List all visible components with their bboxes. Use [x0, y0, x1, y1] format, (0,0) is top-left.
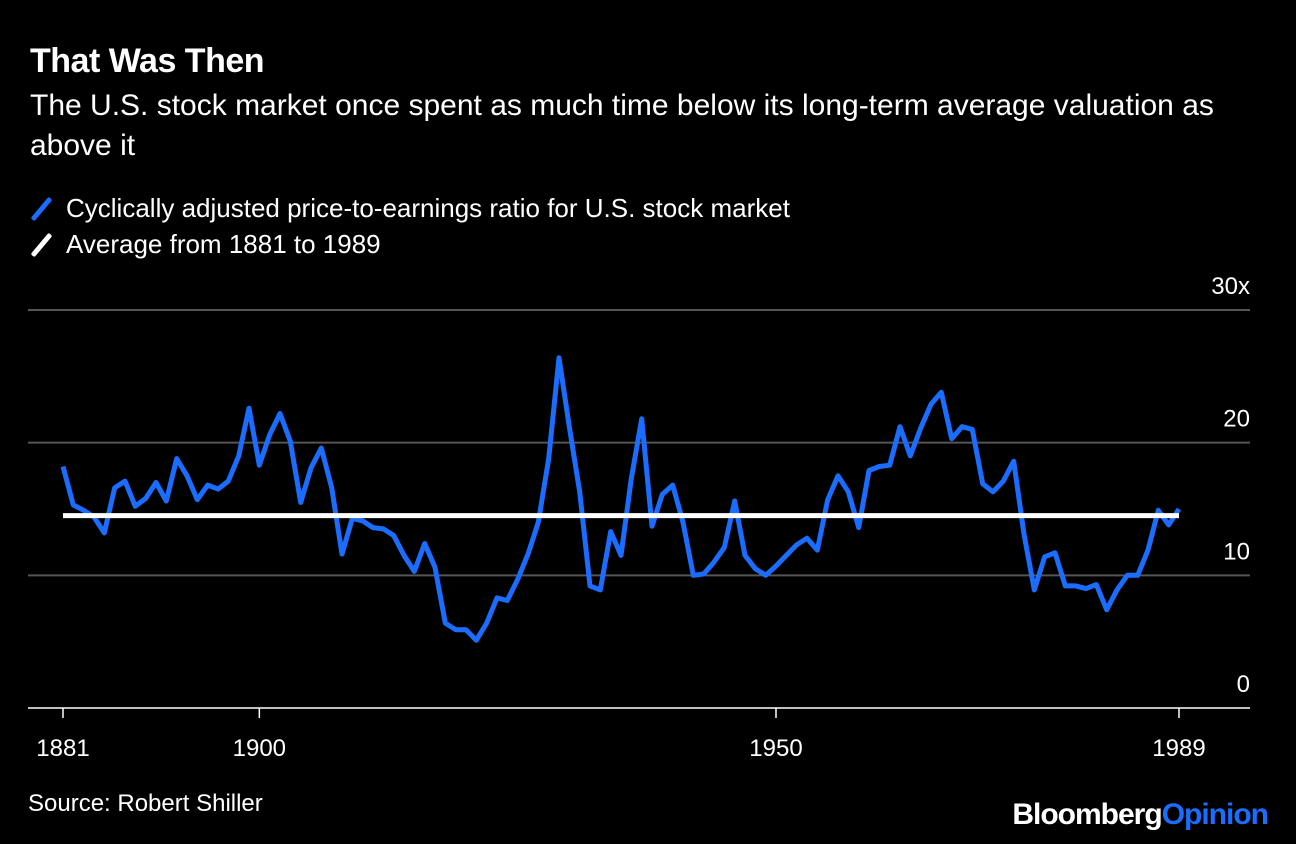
x-tick-label-1900: 1900 [233, 735, 286, 762]
x-axis-ticks: 1881 1900 1950 1989 [36, 708, 1206, 762]
legend-label-cape: Cyclically adjusted price-to-earnings ra… [66, 192, 790, 223]
y-tick-label-0: 0 [1237, 671, 1250, 698]
legend-item-cape: Cyclically adjusted price-to-earnings ra… [30, 190, 790, 226]
legend-label-average: Average from 1881 to 1989 [66, 228, 381, 259]
x-tick-label-1989: 1989 [1152, 735, 1205, 762]
y-tick-label-10: 10 [1223, 538, 1250, 565]
y-tick-label-20: 20 [1223, 406, 1250, 433]
cape-series-line [60, 355, 1182, 643]
legend-item-average: Average from 1881 to 1989 [30, 226, 790, 262]
y-axis-ticks: 0 10 20 30x [1211, 273, 1250, 698]
chart-title: That Was Then [30, 42, 265, 80]
grid-layer [28, 309, 1250, 709]
chart-subtitle: The U.S. stock market once spent as much… [30, 89, 1214, 162]
series-layer [60, 355, 1182, 643]
source-note: Source: Robert Shiller [28, 790, 263, 817]
x-tick-label-1881: 1881 [36, 735, 89, 762]
legend: Cyclically adjusted price-to-earnings ra… [30, 190, 790, 262]
x-tick-label-1950: 1950 [749, 735, 802, 762]
y-tick-label-30: 30x [1211, 273, 1250, 300]
brand-logo: BloombergOpinion [1012, 798, 1269, 831]
